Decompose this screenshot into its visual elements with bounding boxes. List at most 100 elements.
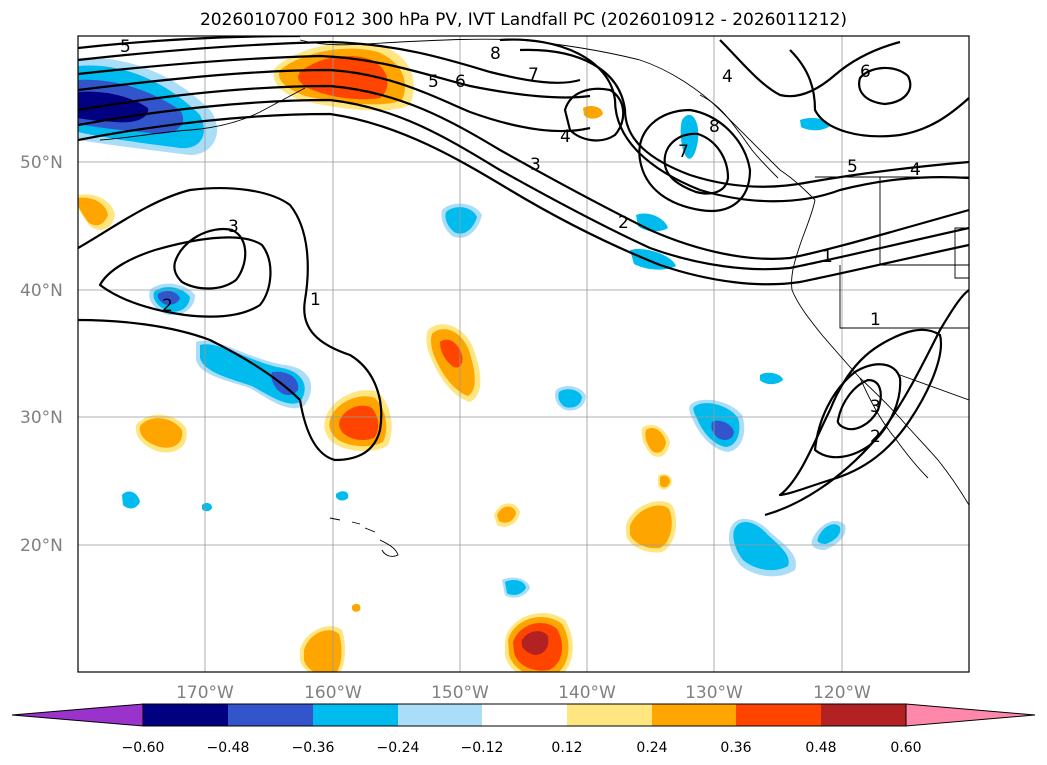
cbar-tick-6: 0.12 xyxy=(551,740,582,756)
na-west-coast xyxy=(791,199,969,506)
colorbar: −0.60 −0.48 −0.36 −0.24 −0.12 0.12 0.24 … xyxy=(11,703,1036,756)
clabel-8: 8 xyxy=(709,117,720,137)
anomaly-shading xyxy=(78,42,846,672)
neg-anomaly-c1-core xyxy=(445,207,477,234)
colorbar-seg-1 xyxy=(143,704,228,726)
clabel-9: 4 xyxy=(560,127,571,147)
colorbar-extend-low xyxy=(11,703,144,727)
contour-4-north xyxy=(78,68,591,133)
pos-anomaly-c5-core xyxy=(497,506,516,523)
neg-anomaly-t6 xyxy=(680,114,699,159)
latitude-labels: 50°N 40°N 30°N 20°N xyxy=(20,153,63,556)
clabel-5: 5 xyxy=(428,72,439,92)
contour-1-band xyxy=(78,112,969,286)
colorbar-seg-8 xyxy=(736,704,821,726)
pos-anomaly-s2-core xyxy=(304,630,342,672)
neg-anomaly-t1 xyxy=(122,491,140,509)
lon-label-120w: 120°W xyxy=(813,683,871,703)
pos-anomaly-t4 xyxy=(352,603,361,612)
lon-label-130w: 130°W xyxy=(685,683,743,703)
contour-4-east xyxy=(836,378,882,431)
map-frame xyxy=(77,35,970,673)
contour-6-closed xyxy=(858,66,912,106)
colorbar-seg-7 xyxy=(652,704,736,726)
pos-anomaly-w1-core xyxy=(78,197,108,226)
colorbar-seg-4 xyxy=(398,704,482,726)
lon-label-170w: 170°W xyxy=(176,683,234,703)
pos-anomaly-t5 xyxy=(583,106,603,119)
clabel-6: 4 xyxy=(722,67,733,87)
lat-label-50n: 50°N xyxy=(20,153,63,173)
neg-anomaly-e6-core xyxy=(817,524,841,544)
cbar-tick-2: −0.48 xyxy=(207,740,250,756)
pv-contours xyxy=(78,36,969,517)
contour-3-band xyxy=(78,84,969,260)
contour-4-closed xyxy=(563,87,625,142)
colorbar-seg-5 xyxy=(482,704,567,726)
neg-anomaly-t3 xyxy=(336,491,349,501)
contour-labels: 5 8 7 6 5 4 7 8 4 6 3 5 4 2 1 3 2 1 1 2 … xyxy=(120,37,921,447)
contour-2-east xyxy=(778,328,943,497)
lat-label-40n: 40°N xyxy=(20,281,63,301)
colorbar-seg-3 xyxy=(313,704,398,726)
pos-anomaly-w4-core xyxy=(139,418,183,448)
alaska-coast xyxy=(299,38,816,201)
clabel-10: 6 xyxy=(860,62,871,82)
contour-3-west xyxy=(173,227,247,290)
clabel-19: 1 xyxy=(870,310,881,330)
us-mexico-border xyxy=(899,374,969,401)
colorbar-seg-6 xyxy=(567,704,652,726)
contour-5-arc xyxy=(789,49,969,138)
lat-label-20n: 20°N xyxy=(20,536,63,556)
contour-8-closed xyxy=(663,132,730,195)
cbar-tick-5: −0.12 xyxy=(461,740,504,756)
clabel-20: 2 xyxy=(870,427,881,447)
lon-label-160w: 160°W xyxy=(304,683,362,703)
lon-label-150w: 150°W xyxy=(431,683,489,703)
colorbar-seg-9 xyxy=(821,704,906,726)
pos-anomaly-gulf-mid xyxy=(298,56,388,100)
clabel-13: 4 xyxy=(910,160,921,180)
clabel-12: 5 xyxy=(847,157,858,177)
contour-1-west xyxy=(78,187,383,462)
pos-anomaly-e2-core xyxy=(645,427,666,453)
cbar-tick-7: 0.24 xyxy=(636,740,667,756)
cbar-tick-3: −0.36 xyxy=(292,740,335,756)
clabel-3: 7 xyxy=(528,65,539,85)
contour-2-west xyxy=(98,236,272,318)
clabel-11: 3 xyxy=(530,155,541,175)
clabel-14: 2 xyxy=(618,213,629,233)
neg-anomaly-t2 xyxy=(202,502,212,512)
neg-anomaly-w2-mid xyxy=(157,290,180,305)
map-title: 2026010700 F012 300 hPa PV, IVT Landfall… xyxy=(199,10,847,30)
pos-anomaly-e3-core xyxy=(660,475,670,488)
pos-anomaly-s1-strong xyxy=(521,631,549,655)
clabel-15: 1 xyxy=(822,247,833,267)
cbar-tick-4: −0.24 xyxy=(377,740,420,756)
clabel-18: 1 xyxy=(310,290,321,310)
contour-3-east xyxy=(813,363,902,459)
cbar-tick-9: 0.48 xyxy=(805,740,836,756)
pos-anomaly-c2-mid xyxy=(440,339,463,368)
longitude-labels: 170°W 160°W 150°W 140°W 130°W 120°W xyxy=(176,683,871,703)
clabel-17: 2 xyxy=(162,296,173,316)
contour-2-band xyxy=(78,98,969,271)
contour-1-west-south xyxy=(78,318,301,401)
clabel-21: 3 xyxy=(870,397,881,417)
bc-coast-islands xyxy=(699,94,779,179)
clabel-4: 6 xyxy=(455,72,466,92)
colorbar-extend-high xyxy=(905,703,1036,727)
clabel-7: 7 xyxy=(678,142,689,162)
neg-anomaly-e5-core xyxy=(733,521,789,571)
colorbar-seg-2 xyxy=(228,704,313,726)
clabel-16: 3 xyxy=(228,217,239,237)
hawaii-islands xyxy=(329,517,399,557)
clabel-1: 5 xyxy=(120,37,131,57)
neg-anomaly-e1-mid xyxy=(711,420,734,440)
contour-7-north xyxy=(78,54,591,99)
contour-1-east xyxy=(764,289,969,517)
contour-4-arc xyxy=(719,39,901,98)
neg-anomaly-t8 xyxy=(630,249,676,270)
clabel-2: 8 xyxy=(490,44,501,64)
